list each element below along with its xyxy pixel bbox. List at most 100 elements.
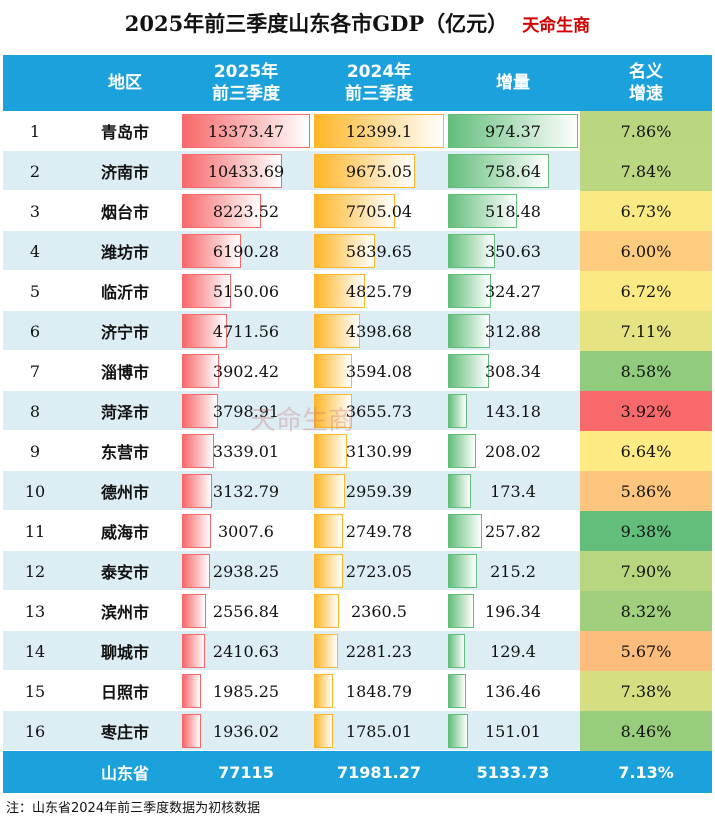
cell: 9.38% [580,511,712,551]
data-bar [314,194,395,228]
cell: 15 [0,671,70,711]
cell-text: 11 [24,521,46,541]
cell-text: 4398.68 [345,321,413,341]
cell-text: 215.2 [490,561,536,581]
cell: 3902.42 [180,351,312,391]
cell: 196.34 [446,591,580,631]
data-bar [314,234,376,268]
total-text: 山东省 [100,764,149,783]
header-bg [3,55,712,111]
cell: 日照市 [70,671,180,711]
cell: 9675.05 [312,151,446,191]
header-text: 前三季度 [212,84,280,104]
cell: 14 [0,631,70,671]
cell-text: 5.67% [620,641,672,661]
data-bar [182,674,201,708]
cell-text: 3007.6 [218,521,274,541]
cell-text: 1 [29,121,41,141]
region: 日照市 [100,683,149,702]
data-bar [448,514,483,548]
cell: 215.2 [446,551,580,591]
data-bar [448,674,467,708]
region: 德州市 [100,483,149,502]
cell: 济宁市 [70,311,180,351]
cell: 518.48 [446,191,580,231]
cell-text: 6 [29,321,41,341]
total-bg [3,751,712,793]
cell: 8.58% [580,351,712,391]
cell-text: 8.46% [620,721,672,741]
cell-text: 12 [24,561,46,581]
data-bar [314,114,444,148]
cell-text: 3130.99 [345,441,413,461]
cell-text: 7.84% [620,161,672,181]
header-cell: 增量 [446,55,580,111]
cell-text: 13 [24,601,46,621]
total-text: 7.13% [618,762,674,782]
cell: 1785.01 [312,711,446,751]
cell: 聊城市 [70,631,180,671]
cell-text: 6.64% [620,441,672,461]
cell-text: 324.27 [485,281,541,301]
cell: 烟台市 [70,191,180,231]
cell-text: 3655.73 [345,401,413,421]
cell-text: 2749.78 [345,521,413,541]
data-bar [448,634,466,668]
region: 聊城市 [100,643,149,662]
cell: 7.84% [580,151,712,191]
cell: 324.27 [446,271,580,311]
cell-text: 2 [29,161,41,181]
cell-text: 15 [24,681,46,701]
cell: 2938.25 [180,551,312,591]
cell-text: 8.32% [620,601,672,621]
cell-text: 196.34 [485,601,541,621]
cell: 12 [0,551,70,591]
cell-text: 10 [24,481,46,501]
title: 2025年前三季度山东各市GDP（亿元） [124,11,509,36]
cell-text: 518.48 [485,201,541,221]
cell: 2723.05 [312,551,446,591]
cell: 13373.47 [180,111,312,151]
cell: 5 [0,271,70,311]
cell: 菏泽市 [70,391,180,431]
region: 泰安市 [100,563,149,582]
data-bar [448,154,550,188]
cell-text: 7.11% [620,321,672,341]
data-bar [182,594,207,628]
cell: 5150.06 [180,271,312,311]
cell-text: 257.82 [485,521,541,541]
cell: 312.88 [446,311,580,351]
total-cell: 71981.27 [312,751,446,793]
title-tag: 天命生商 [522,16,591,36]
cell-text: 4 [29,241,41,261]
data-bar [448,234,495,268]
cell-text: 8.58% [620,361,672,381]
cell-text: 3594.08 [345,361,413,381]
cell: 青岛市 [70,111,180,151]
cell: 2556.84 [180,591,312,631]
cell: 5.86% [580,471,712,511]
data-bar [314,594,339,628]
cell-text: 2281.23 [345,641,413,661]
cell-text: 7.86% [620,121,672,141]
data-bar [182,434,214,468]
cell: 6 [0,311,70,351]
footnote: 注：山东省2024年前三季度数据为初核数据 [6,801,261,816]
data-bar [448,394,468,428]
cell-text: 5.86% [620,481,672,501]
data-bar [448,474,472,508]
cell: 11 [0,511,70,551]
cell-text: 2959.39 [345,481,413,501]
data-bar [448,274,492,308]
cell-text: 173.4 [490,481,536,501]
cell: 6.72% [580,271,712,311]
watermark: 天命生商 [250,406,355,436]
cell: 德州市 [70,471,180,511]
data-bar [182,234,242,268]
total-cell: 山东省 [70,751,180,793]
cell-text: 1848.79 [345,681,413,701]
cell-text: 758.64 [485,161,541,181]
cell: 4711.56 [180,311,312,351]
cell-text: 3798.91 [212,401,280,421]
cell: 6.00% [580,231,712,271]
